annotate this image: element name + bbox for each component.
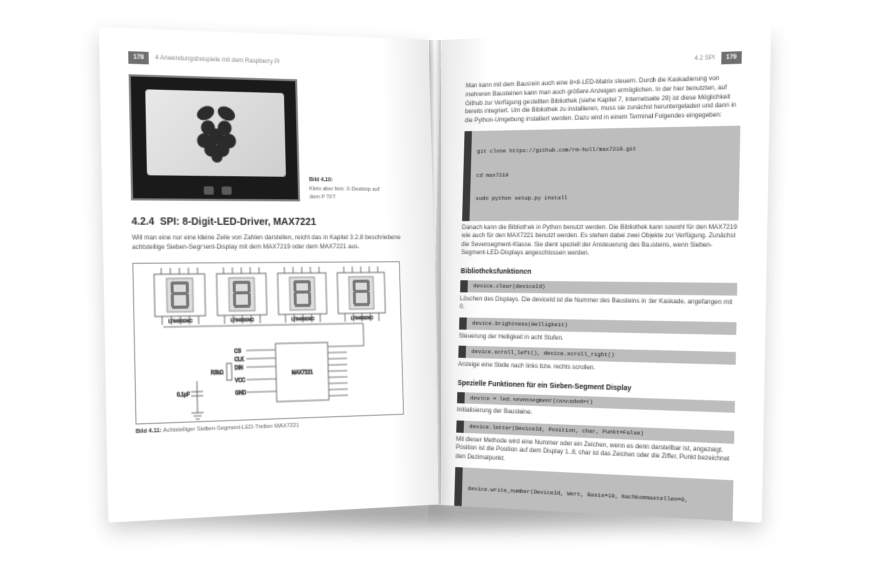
bezel-button [204, 187, 214, 195]
svg-text:LTS4301WC: LTS4301WC [231, 317, 255, 323]
figure-4-10-block: Bild 4.10: Klein aber fein: X-Desktop au… [129, 75, 408, 203]
code-line: sudo python setup.py install [466, 193, 735, 203]
svg-text:LTS4301WC: LTS4301WC [291, 316, 314, 322]
circuit-diagram: LTS4301WC LTS4301WC LTS4301WC LTS4301WC MAX… [132, 261, 404, 424]
code-clear: device.clear(deviceId) [460, 280, 737, 295]
running-head-right-text: 4.2 SPI [694, 54, 715, 63]
section-heading: 4.2.4 SPI: 8-Digit-LED-Driver, MAX7221 [131, 216, 408, 230]
svg-text:0.1µF: 0.1µF [177, 392, 190, 399]
figure-4-10-title: Bild 4.10: [309, 177, 385, 185]
heading-libfuncs: Bibliotheksfunktionen [461, 266, 738, 278]
code-brightness: device.brightness(Helligkeit) [459, 317, 736, 334]
running-head-right: 4.2 SPI 179 [466, 51, 742, 73]
svg-text:LTS4301WC: LTS4301WC [351, 315, 374, 321]
page-right: 4.2 SPI 179 Man kann mit dem Baustein au… [428, 27, 771, 523]
page-number-right: 179 [721, 51, 742, 65]
page-number-left: 178 [128, 51, 149, 65]
figure-4-11-text: Achtstelliger Sieben-Segment-LED-Treiber… [163, 423, 299, 435]
code-line: device.clear(deviceId) [464, 282, 733, 293]
svg-text:R3kΩ: R3kΩ [211, 370, 224, 377]
p-brightness: Steuerung der Helligkeit in acht Stufen. [459, 332, 736, 347]
svg-text:LTS4301WC: LTS4301WC [168, 318, 192, 324]
stage: 178 4 Anwendungsbeispiele mit dem Raspbe… [0, 0, 870, 580]
section-body-text: Will man eine nur eine kleine Zeile von … [132, 234, 409, 252]
running-head-left: 178 4 Anwendungsbeispiele mit dem Raspbe… [128, 51, 404, 73]
svg-text:MAX7221: MAX7221 [292, 369, 314, 376]
code-line: device.brightness(Helligkeit) [463, 319, 732, 332]
svg-text:DIN: DIN [235, 365, 244, 372]
page-left: 178 4 Anwendungsbeispiele mit dem Raspbe… [99, 27, 442, 523]
section-title: SPI: 8-Digit-LED-Driver, MAX7221 [160, 217, 316, 229]
pitft-screen [145, 90, 286, 177]
figure-4-11-title: Bild 4.11: [136, 428, 162, 435]
svg-text:CS: CS [234, 348, 241, 355]
code-line: git clone https://github.com/rm-hull/max… [468, 144, 736, 156]
figure-4-10-caption: Bild 4.10: Klein aber fein: X-Desktop au… [309, 177, 385, 203]
svg-text:VCC: VCC [235, 378, 246, 385]
bezel-button [222, 187, 232, 195]
code-line: cd max7219 [467, 168, 736, 179]
svg-text:GND: GND [235, 390, 247, 397]
section-number: 4.2.4 [131, 217, 154, 229]
figure-4-10-text: Klein aber fein: X-Desktop auf dem PiTFT [309, 186, 379, 200]
code-block-install: git clone https://github.com/rm-hull/max… [462, 125, 740, 220]
code-line: device.scroll_left(), device.scroll_righ… [462, 348, 732, 363]
pitft-photo [129, 75, 300, 202]
raspberry-logo-icon [181, 102, 252, 165]
code-line: device.write_number(DeviceId, Wert, Basi… [458, 485, 729, 507]
right-page-body: Man kann mit dem Baustein auch eine 8×8-… [453, 75, 742, 523]
after-install-paragraph: Danach kann die Bibliothek in Python ben… [461, 223, 738, 260]
running-head-left-text: 4 Anwendungsbeispiele mit dem Raspberry … [155, 54, 280, 67]
p-clear: Löschen des Displays. Die deviceId ist d… [460, 295, 737, 317]
svg-text:CLK: CLK [234, 357, 245, 364]
intro-paragraph: Man kann mit dem Baustein auch eine 8×8-… [465, 75, 742, 126]
